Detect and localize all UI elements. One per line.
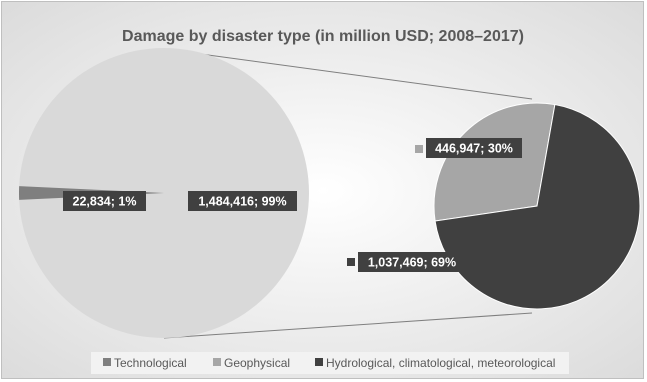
pie-slice-geophysical [433,102,556,222]
data-label-geophysical: 446,947; 30% [415,138,522,158]
chart-title: Damage by disaster type (in million USD;… [122,28,524,45]
svg-text:Hydrological, climatological,: Hydrological, climatological, meteorolog… [326,356,555,370]
svg-text:446,947; 30%: 446,947; 30% [435,142,513,156]
svg-text:Geophysical: Geophysical [224,356,290,370]
data-label-combined: 1,484,416; 99% [188,191,297,211]
legend-item-geophysical: Geophysical [213,356,290,370]
svg-text:1,037,469; 69%: 1,037,469; 69% [368,256,456,270]
legend-item-technological: Technological [103,356,187,370]
svg-text:22,834; 1%: 22,834; 1% [73,195,137,209]
chart: Damage by disaster type (in million USD;… [2,2,643,378]
svg-text:1,484,416; 99%: 1,484,416; 99% [198,195,286,209]
pie-slice-hydrological [434,103,641,310]
connector-line-bottom [163,312,533,339]
data-label-technological: 22,834; 1% [63,191,146,211]
data-label-hydrological: 1,037,469; 69% [347,252,466,272]
legend: Technological Geophysical Hydrological, … [91,352,569,374]
legend-item-hydrological: Hydrological, climatological, meteorolog… [315,356,555,370]
connector-line-top [163,48,533,100]
svg-text:Technological: Technological [114,356,187,370]
